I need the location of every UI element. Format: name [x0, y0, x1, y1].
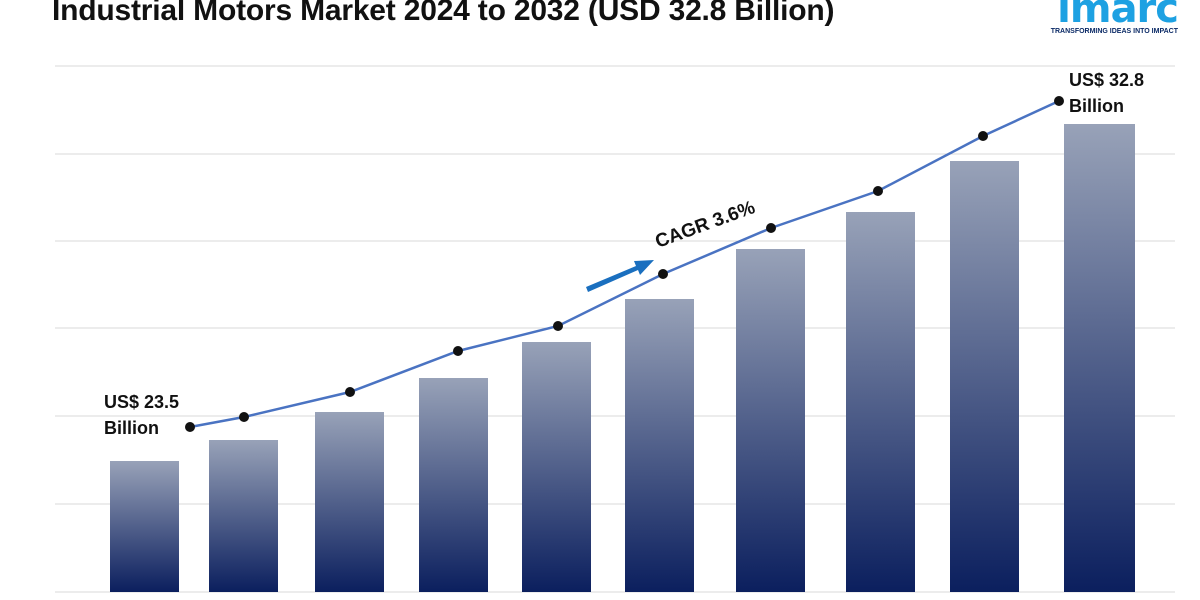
end-value-line1: US$ 32.8	[1069, 70, 1144, 90]
trend-point-5	[658, 269, 668, 279]
bar-7	[846, 212, 915, 592]
trend-point-3	[453, 346, 463, 356]
imarc-logo: imarc TRANSFORMING IDEAS INTO IMPACT	[1034, 0, 1184, 44]
cagr-label: CAGR 3.6%	[653, 197, 759, 253]
end-value-line2: Billion	[1069, 96, 1124, 116]
trend-polyline	[189, 99, 1060, 429]
logo-tagline: TRANSFORMING IDEAS INTO IMPACT	[1050, 28, 1178, 35]
trend-point-1	[239, 412, 249, 422]
bar-series	[110, 124, 1135, 592]
bar-0	[110, 461, 179, 592]
trend-point-8	[978, 131, 988, 141]
bar-6	[736, 249, 805, 592]
bar-1	[209, 440, 278, 592]
trend-point-7	[873, 186, 883, 196]
bar-2	[315, 412, 384, 592]
trend-point-6	[766, 223, 776, 233]
trend-point-2	[345, 387, 355, 397]
bar-5	[625, 299, 694, 592]
bar-9	[1064, 124, 1135, 592]
bar-8	[950, 161, 1019, 592]
bar-4	[522, 342, 591, 592]
trend-point-9	[1054, 96, 1064, 106]
bar-3	[419, 378, 488, 592]
start-value-line2: Billion	[104, 418, 159, 438]
logo-wordmark: imarc	[1057, 0, 1179, 32]
trend-point-0	[185, 422, 195, 432]
trend-line	[185, 96, 1064, 432]
trend-point-4	[553, 321, 563, 331]
start-value-line1: US$ 23.5	[104, 392, 179, 412]
chart-title: Industrial Motors Market 2024 to 2032 (U…	[52, 0, 835, 27]
cagr-arrow-icon	[586, 260, 654, 292]
